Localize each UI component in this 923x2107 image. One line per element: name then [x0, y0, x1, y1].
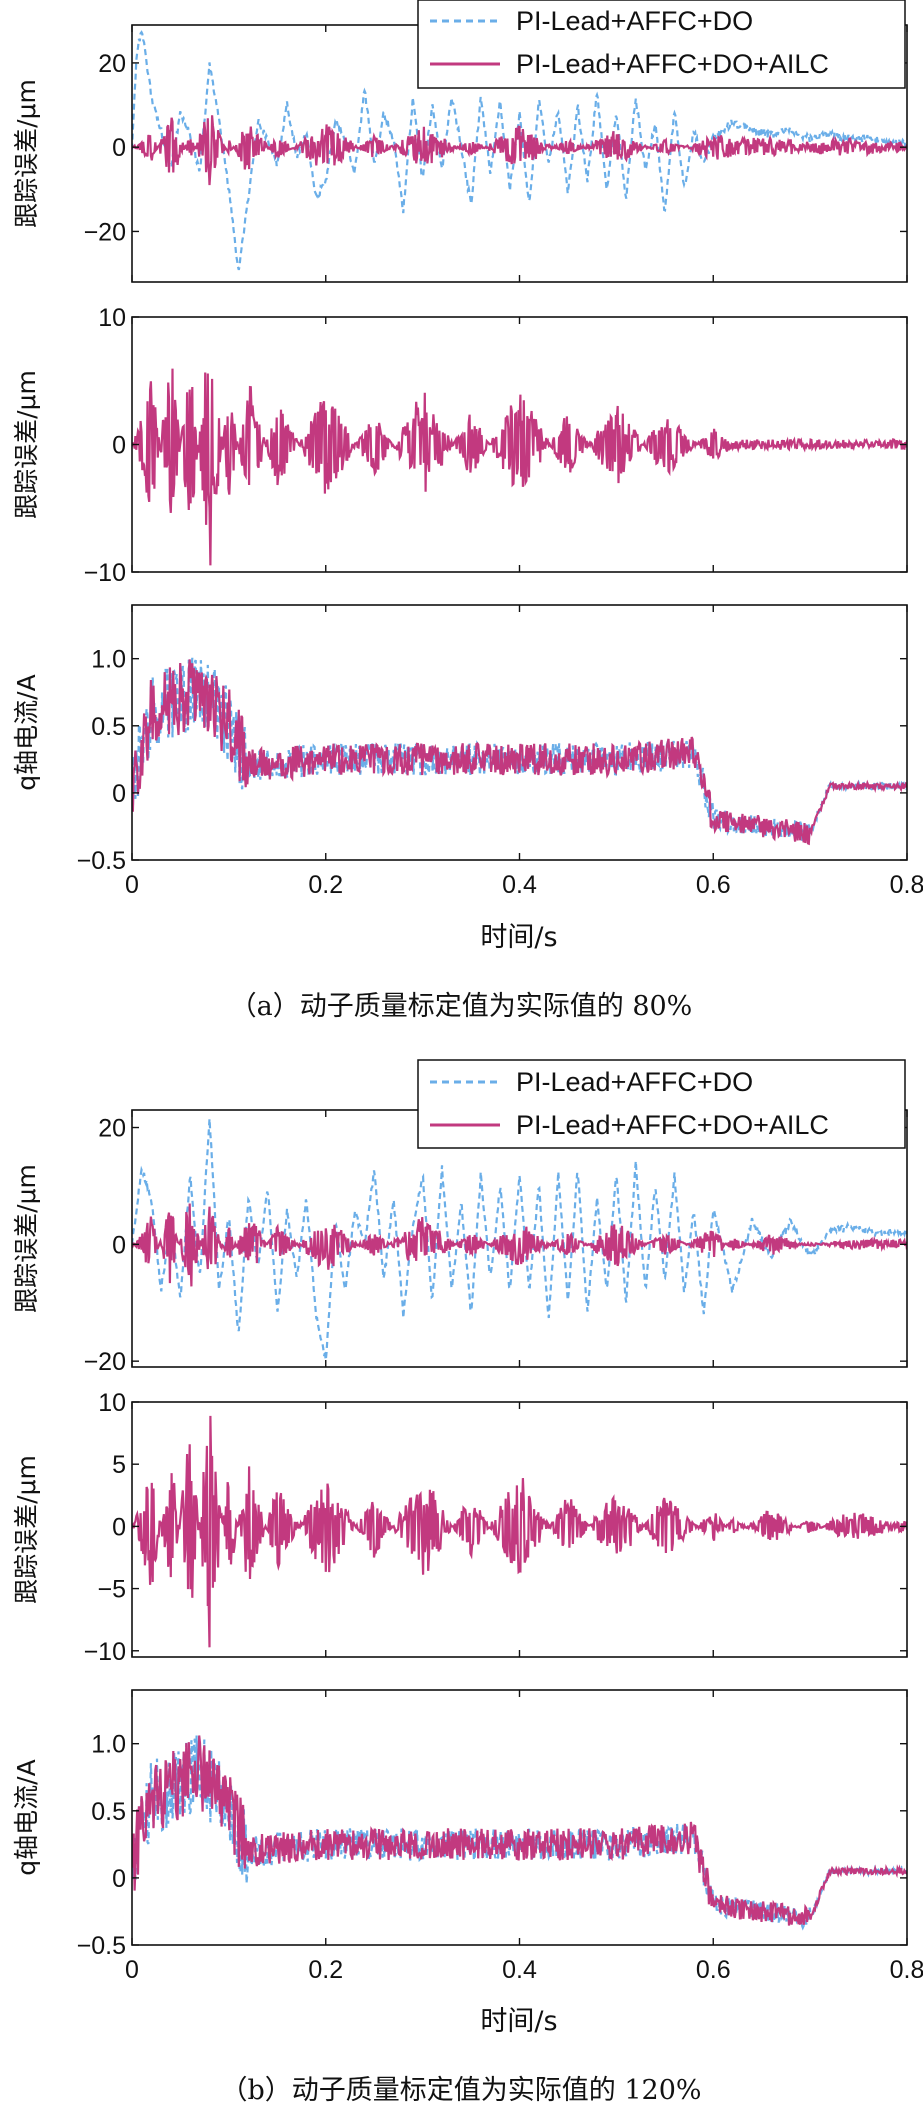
x-tick-label: 0.4 [502, 871, 537, 899]
y-axis-title: q轴电流/A [12, 674, 41, 790]
series-line-pi-lead-affc-do-ailc [132, 368, 907, 566]
legend-box [417, 0, 906, 89]
plot-area [132, 1415, 907, 1648]
series-line-pi-lead-affc-do [132, 1735, 907, 1931]
y-tick-label: −10 [84, 1638, 126, 1666]
plot-area [132, 657, 907, 846]
y-axis-title: 跟踪误差/μm [12, 79, 41, 228]
y-tick-label: −0.5 [77, 847, 126, 875]
y-tick-label: 10 [98, 304, 126, 332]
x-tick-label: 0 [125, 871, 139, 899]
y-tick-label: 20 [98, 50, 126, 78]
y-tick-label: 5 [112, 1451, 126, 1479]
series-line-pi-lead-affc-do-ailc [132, 115, 907, 186]
y-tick-label: 20 [98, 1115, 126, 1143]
x-tick-label: 0 [125, 1956, 139, 1984]
series-line-pi-lead-affc-do-ailc [132, 1203, 907, 1287]
panel-a-2: −10 0 10 跟踪误差/μm [12, 304, 908, 587]
y-axis-title: q轴电流/A [12, 1759, 41, 1875]
x-tick-label: 0.6 [696, 1956, 731, 1984]
y-tick-label: 0 [112, 432, 126, 460]
y-axis-title: 跟踪误差/μm [12, 1455, 41, 1604]
plot-area [132, 30, 907, 271]
legend-a: PI-Lead+AFFC+DO PI-Lead+AFFC+DO+AILC [417, 0, 906, 89]
legend-b: PI-Lead+AFFC+DO PI-Lead+AFFC+DO+AILC [417, 1059, 906, 1149]
x-tick-label: 0.8 [890, 871, 923, 899]
y-tick-label: 0 [112, 1865, 126, 1893]
series-line-pi-lead-affc-do-ailc [132, 1735, 907, 1926]
panel-b-2: −10 −5 0 5 10 跟踪误差/μm [12, 1389, 908, 1666]
plot-area [132, 1118, 907, 1361]
y-tick-label: 0 [112, 1513, 126, 1541]
y-tick-label: −20 [84, 218, 126, 246]
y-axis-title: 跟踪误差/μm [12, 370, 41, 519]
x-tick-label: 0.4 [502, 1956, 537, 1984]
y-tick-label: 1.0 [91, 646, 126, 674]
x-axis-title-a: 时间/s [480, 922, 557, 953]
y-tick-label: 0 [112, 134, 126, 162]
y-tick-label: −10 [84, 559, 126, 587]
y-tick-label: 0 [112, 780, 126, 808]
y-tick-label: 0 [112, 1231, 126, 1259]
legend-label-a: PI-Lead+AFFC+DO [516, 6, 753, 36]
y-tick-label: 0.5 [91, 713, 126, 741]
legend-label-a: PI-Lead+AFFC+DO [516, 1067, 753, 1097]
legend-label-b: PI-Lead+AFFC+DO+AILC [516, 49, 829, 79]
y-tick-label: 1.0 [91, 1731, 126, 1759]
y-tick-label: −20 [84, 1348, 126, 1376]
legend-label-b: PI-Lead+AFFC+DO+AILC [516, 1110, 829, 1140]
x-tick-label: 0.8 [890, 1956, 923, 1984]
x-tick-label: 0.2 [308, 1956, 343, 1984]
legend-box [417, 1059, 906, 1149]
x-tick-label: 0.6 [696, 871, 731, 899]
series-line-pi-lead-affc-do-ailc [132, 659, 907, 846]
y-tick-label: 10 [98, 1389, 126, 1417]
panel-b-1: −20 0 20 跟踪误差/μm [12, 1109, 908, 1376]
y-axis-title: 跟踪误差/μm [12, 1164, 41, 1313]
y-tick-label: −5 [97, 1576, 126, 1604]
x-axis-title-b: 时间/s [480, 2006, 557, 2037]
y-tick-label: 0.5 [91, 1798, 126, 1826]
plot-area [132, 1735, 907, 1931]
caption-a: （a）动子质量标定值为实际值的 80% [230, 991, 693, 1022]
plot-area [132, 368, 907, 566]
series-line-pi-lead-affc-do [132, 30, 907, 271]
caption-b: （b）动子质量标定值为实际值的 120% [220, 2075, 701, 2106]
axes-frame [131, 604, 908, 861]
y-tick-label: −0.5 [77, 1932, 126, 1960]
series-line-pi-lead-affc-do-ailc [132, 1415, 907, 1648]
axes-frame [131, 1689, 908, 1946]
x-tick-label: 0.2 [308, 871, 343, 899]
